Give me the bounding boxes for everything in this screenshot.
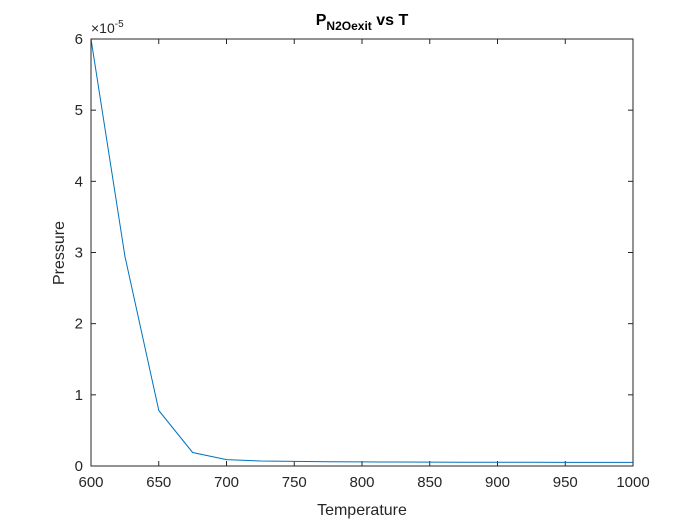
chart-title-subscript: N2Oexit bbox=[326, 19, 371, 33]
x-tick-label: 650 bbox=[146, 474, 171, 491]
y-axis-exponent: ×10-5 bbox=[91, 19, 124, 36]
axes-box bbox=[90, 38, 634, 467]
y-axis-label: Pressure bbox=[51, 221, 68, 285]
y-tick-label: 0 bbox=[75, 458, 83, 475]
y-tick-label: 4 bbox=[75, 173, 83, 190]
x-tick-label: 850 bbox=[417, 474, 442, 491]
series-line bbox=[90, 38, 633, 463]
chart-title: PN2Oexit vs T bbox=[316, 12, 409, 33]
y-axis-exponent-base: ×10 bbox=[91, 20, 115, 36]
y-axis-exponent-power: -5 bbox=[115, 19, 124, 30]
y-tick-label: 6 bbox=[75, 31, 83, 48]
x-tick-label: 700 bbox=[214, 474, 239, 491]
x-tick-label: 950 bbox=[553, 474, 578, 491]
x-axis-label: Temperature bbox=[317, 502, 407, 519]
x-tick-label: 900 bbox=[485, 474, 510, 491]
y-tick-label: 3 bbox=[75, 245, 83, 262]
x-tick-label: 750 bbox=[282, 474, 307, 491]
y-tick-label: 5 bbox=[75, 102, 83, 119]
x-tick-label: 800 bbox=[349, 474, 374, 491]
y-tick-label: 1 bbox=[75, 387, 83, 404]
chart-title-main: P bbox=[316, 12, 327, 29]
chart-title-rest: vs T bbox=[372, 12, 409, 29]
tick-labels-layer: 600 650 700 750 800 850 900 950 1000 0 1 2 3 4 5 6 bbox=[75, 31, 650, 491]
x-tick-label: 1000 bbox=[616, 474, 649, 491]
y-tick-label: 2 bbox=[75, 316, 83, 333]
plot-area bbox=[91, 39, 633, 466]
x-tick-label: 600 bbox=[78, 474, 103, 491]
series-layer bbox=[90, 38, 633, 463]
